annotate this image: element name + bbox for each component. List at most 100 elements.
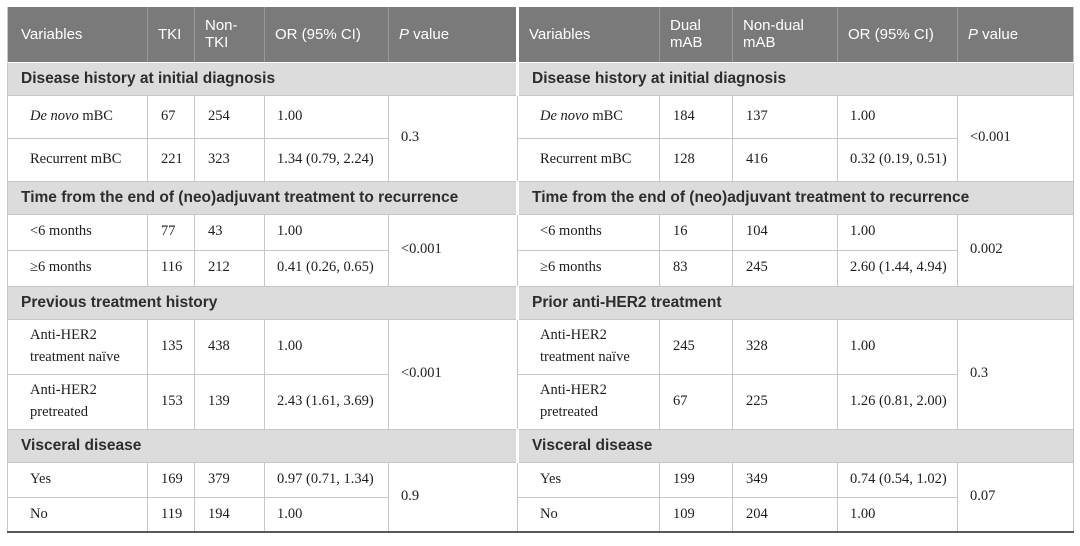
section-title-left: Previous treatment history bbox=[7, 285, 518, 320]
table-row: Recurrent mBC 221 323 1.34 (0.79, 2.24) … bbox=[7, 137, 1074, 182]
count-cell: 16 bbox=[659, 213, 733, 251]
variable-cell: ≥6 months bbox=[7, 249, 148, 287]
label-text: ≥6 months bbox=[30, 259, 92, 276]
label-text: Anti-HER2 pretreated bbox=[540, 382, 607, 420]
section-band-row: Previous treatment history Prior anti-HE… bbox=[7, 285, 1074, 320]
variable-cell: De novo mBC bbox=[517, 94, 660, 139]
count-cell: 245 bbox=[732, 249, 838, 287]
label-text: Anti-HER2 pretreated bbox=[30, 382, 97, 420]
table-row: No 119 194 1.00 No 109 204 1.00 bbox=[7, 496, 1074, 533]
label-italic: De novo bbox=[540, 107, 589, 124]
variable-cell: ≥6 months bbox=[517, 249, 660, 287]
or-cell: 1.00 bbox=[264, 94, 389, 139]
count-cell: 135 bbox=[147, 318, 195, 375]
table-container: Variables TKI Non-TKI OR (95% CI) P valu… bbox=[7, 7, 1074, 533]
count-cell: 438 bbox=[194, 318, 265, 375]
count-cell: 212 bbox=[194, 249, 265, 287]
p-value-cell: 0.9 bbox=[388, 461, 518, 533]
variable-cell: No bbox=[517, 496, 660, 533]
p-italic: P bbox=[399, 25, 410, 43]
or-cell: 1.00 bbox=[837, 318, 958, 375]
variable-cell: <6 months bbox=[7, 213, 148, 251]
variable-cell: Yes bbox=[7, 461, 148, 498]
label-text: Recurrent mBC bbox=[30, 150, 122, 167]
or-cell: 0.32 (0.19, 0.51) bbox=[837, 137, 958, 182]
section-title-right: Time from the end of (neo)adjuvant treat… bbox=[516, 180, 1074, 215]
count-cell: 104 bbox=[732, 213, 838, 251]
count-cell: 254 bbox=[194, 94, 265, 139]
section-band-row: Disease history at initial diagnosis Dis… bbox=[7, 61, 1074, 96]
variable-cell: De novo mBC bbox=[7, 94, 148, 139]
header-variables-right: Variables bbox=[516, 7, 660, 63]
variable-cell: Anti-HER2 pretreated bbox=[7, 373, 148, 430]
or-cell: 1.00 bbox=[837, 213, 958, 251]
header-pvalue-right: P value bbox=[957, 7, 1074, 63]
count-cell: 328 bbox=[732, 318, 838, 375]
count-cell: 128 bbox=[659, 137, 733, 182]
count-cell: 225 bbox=[732, 373, 838, 430]
label-italic: De novo bbox=[30, 107, 79, 124]
variable-cell: No bbox=[7, 496, 148, 533]
section-title-right: Disease history at initial diagnosis bbox=[516, 61, 1074, 96]
p-value-cell: 0.3 bbox=[388, 94, 518, 182]
or-cell: 1.26 (0.81, 2.00) bbox=[837, 373, 958, 430]
count-cell: 43 bbox=[194, 213, 265, 251]
count-cell: 199 bbox=[659, 461, 733, 498]
label-text: No bbox=[540, 505, 558, 522]
label-text: Yes bbox=[540, 470, 562, 487]
count-cell: 204 bbox=[732, 496, 838, 533]
variable-cell: Anti-HER2 treatment naïve bbox=[7, 318, 148, 375]
variable-cell: <6 months bbox=[517, 213, 660, 251]
p-rest: value bbox=[978, 25, 1019, 43]
variable-cell: Yes bbox=[517, 461, 660, 498]
section-title-left: Disease history at initial diagnosis bbox=[7, 61, 518, 96]
header-or-left: OR (95% CI) bbox=[264, 7, 389, 63]
label-text: mBC bbox=[588, 107, 623, 124]
count-cell: 221 bbox=[147, 137, 195, 182]
or-cell: 1.00 bbox=[837, 94, 958, 139]
table-row: Yes 169 379 0.97 (0.71, 1.34) 0.9 Yes 19… bbox=[7, 461, 1074, 533]
p-value-cell: 0.3 bbox=[957, 318, 1074, 430]
count-cell: 109 bbox=[659, 496, 733, 533]
or-cell: 1.00 bbox=[837, 496, 958, 533]
or-cell: 1.00 bbox=[264, 496, 389, 533]
or-cell: 1.00 bbox=[264, 213, 389, 251]
section-title-left: Visceral disease bbox=[7, 428, 518, 463]
variable-cell: Anti-HER2 pretreated bbox=[517, 373, 660, 430]
count-cell: 169 bbox=[147, 461, 195, 498]
label-text: Yes bbox=[30, 470, 52, 487]
table-row: ≥6 months 116 212 0.41 (0.26, 0.65) ≥6 m… bbox=[7, 249, 1074, 287]
p-value-cell: <0.001 bbox=[388, 318, 518, 430]
p-value-cell: 0.002 bbox=[957, 213, 1074, 287]
p-value-cell: 0.07 bbox=[957, 461, 1074, 533]
count-cell: 184 bbox=[659, 94, 733, 139]
label-text: Anti-HER2 treatment naïve bbox=[30, 327, 120, 365]
or-cell: 0.97 (0.71, 1.34) bbox=[264, 461, 389, 498]
or-cell: 1.00 bbox=[264, 318, 389, 375]
table-row: Anti-HER2 pretreated 153 139 2.43 (1.61,… bbox=[7, 373, 1074, 430]
variable-cell: Recurrent mBC bbox=[7, 137, 148, 182]
or-cell: 2.43 (1.61, 3.69) bbox=[264, 373, 389, 430]
count-cell: 349 bbox=[732, 461, 838, 498]
count-cell: 139 bbox=[194, 373, 265, 430]
count-cell: 67 bbox=[659, 373, 733, 430]
count-cell: 379 bbox=[194, 461, 265, 498]
or-cell: 2.60 (1.44, 4.94) bbox=[837, 249, 958, 287]
table-row: De novo mBC 67 254 1.00 0.3 De novo mBC … bbox=[7, 94, 1074, 182]
variable-cell: Recurrent mBC bbox=[517, 137, 660, 182]
label-text: Anti-HER2 treatment naïve bbox=[540, 327, 630, 365]
count-cell: 83 bbox=[659, 249, 733, 287]
count-cell: 194 bbox=[194, 496, 265, 533]
header-dual-mab: Dual mAB bbox=[659, 7, 733, 63]
label-text: No bbox=[30, 505, 48, 522]
p-rest: value bbox=[409, 25, 450, 43]
label-text: ≥6 months bbox=[540, 259, 602, 276]
header-or-right: OR (95% CI) bbox=[837, 7, 958, 63]
header-non-tki: Non-TKI bbox=[194, 7, 265, 63]
variable-cell: Anti-HER2 treatment naïve bbox=[517, 318, 660, 375]
count-cell: 323 bbox=[194, 137, 265, 182]
header-pvalue-left: P value bbox=[388, 7, 518, 63]
count-cell: 416 bbox=[732, 137, 838, 182]
header-non-dual-mab: Non-dual mAB bbox=[732, 7, 838, 63]
header-row: Variables TKI Non-TKI OR (95% CI) P valu… bbox=[7, 7, 1074, 63]
